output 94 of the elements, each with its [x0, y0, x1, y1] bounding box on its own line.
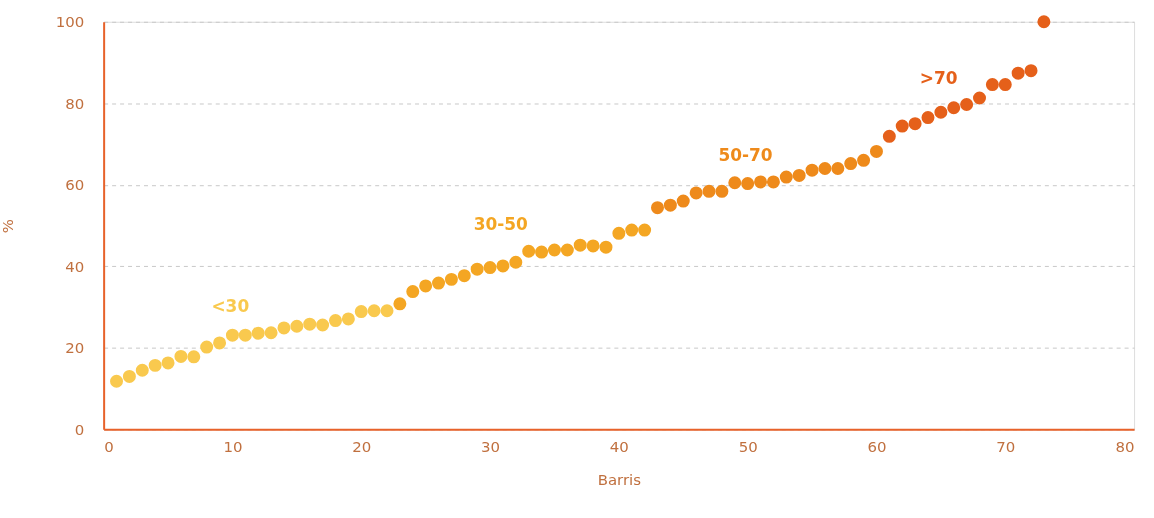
point: [432, 276, 446, 290]
point: [612, 226, 626, 240]
point: [895, 119, 909, 133]
point: [148, 358, 162, 372]
point: [122, 369, 136, 383]
point: [947, 101, 961, 115]
point: [264, 326, 278, 340]
point: [973, 91, 986, 105]
point: [367, 304, 381, 318]
point: [290, 319, 304, 333]
y-tick-label: 20: [65, 339, 85, 358]
point: [625, 223, 639, 237]
point: [818, 162, 832, 175]
x-tick-label: 40: [609, 437, 629, 456]
point: [651, 201, 664, 215]
point: [522, 244, 536, 258]
series-label: <30: [211, 296, 250, 317]
y-tick-label: 80: [65, 94, 85, 113]
x-tick-label: 60: [867, 437, 887, 456]
point: [277, 321, 291, 335]
point: [303, 317, 317, 331]
point: [328, 314, 342, 328]
point: [406, 285, 420, 299]
point: [882, 129, 896, 143]
point: [535, 245, 549, 259]
x-tick-label: 10: [223, 437, 243, 456]
point: [754, 175, 768, 189]
point: [354, 305, 368, 319]
point: [689, 186, 703, 200]
y-tick-label: 60: [65, 176, 85, 195]
point: [573, 238, 587, 252]
point: [238, 328, 252, 342]
point: [393, 297, 407, 311]
series-label: 30-50: [473, 214, 528, 235]
point: [638, 223, 652, 237]
point: [766, 175, 780, 189]
x-tick-label: 20: [352, 437, 372, 456]
y-axis-title: %: [0, 218, 17, 234]
point: [380, 304, 394, 318]
point: [728, 176, 742, 190]
point: [1037, 15, 1051, 29]
point: [110, 374, 124, 388]
point: [316, 318, 330, 332]
point: [934, 105, 948, 119]
point: [921, 111, 935, 125]
point: [341, 312, 355, 326]
x-axis-title: Barris: [597, 470, 642, 489]
series-label: 50-70: [718, 145, 773, 166]
point: [741, 177, 755, 191]
y-tick-label: 40: [65, 257, 85, 276]
y-tick-label: 100: [55, 13, 85, 32]
y-tick-label: 0: [74, 420, 85, 439]
point: [225, 328, 239, 342]
point: [560, 243, 574, 257]
point: [908, 117, 922, 131]
point: [483, 261, 497, 275]
x-tick-label: 30: [481, 437, 501, 456]
point: [805, 163, 819, 177]
point: [200, 340, 214, 354]
point: [419, 279, 433, 293]
point: [251, 326, 265, 340]
point: [496, 259, 510, 273]
point: [779, 170, 793, 184]
x-tick-label: 70: [996, 437, 1016, 456]
point: [213, 336, 227, 350]
point: [844, 157, 858, 171]
point: [135, 363, 149, 377]
point: [676, 194, 690, 208]
point: [663, 198, 677, 212]
point: [586, 239, 600, 253]
x-tick-label: 80: [1115, 437, 1135, 456]
point: [715, 184, 729, 198]
point: [998, 78, 1012, 92]
point: [187, 350, 201, 364]
point: [702, 184, 716, 198]
point: [547, 243, 561, 257]
point: [985, 78, 999, 92]
point: [831, 162, 845, 175]
point: [174, 349, 188, 363]
point: [857, 153, 871, 167]
x-tick-label: 50: [738, 437, 758, 456]
point: [869, 144, 883, 158]
x-tick-label: 0: [104, 437, 114, 456]
point: [161, 356, 175, 370]
point: [509, 255, 523, 269]
point: [960, 98, 974, 111]
point: [457, 269, 471, 283]
point: [470, 262, 484, 276]
point: [792, 168, 806, 182]
point: [599, 240, 613, 254]
series-label: >70: [919, 67, 958, 88]
point: [444, 272, 458, 286]
point: [1011, 66, 1025, 80]
point: [1024, 64, 1038, 78]
